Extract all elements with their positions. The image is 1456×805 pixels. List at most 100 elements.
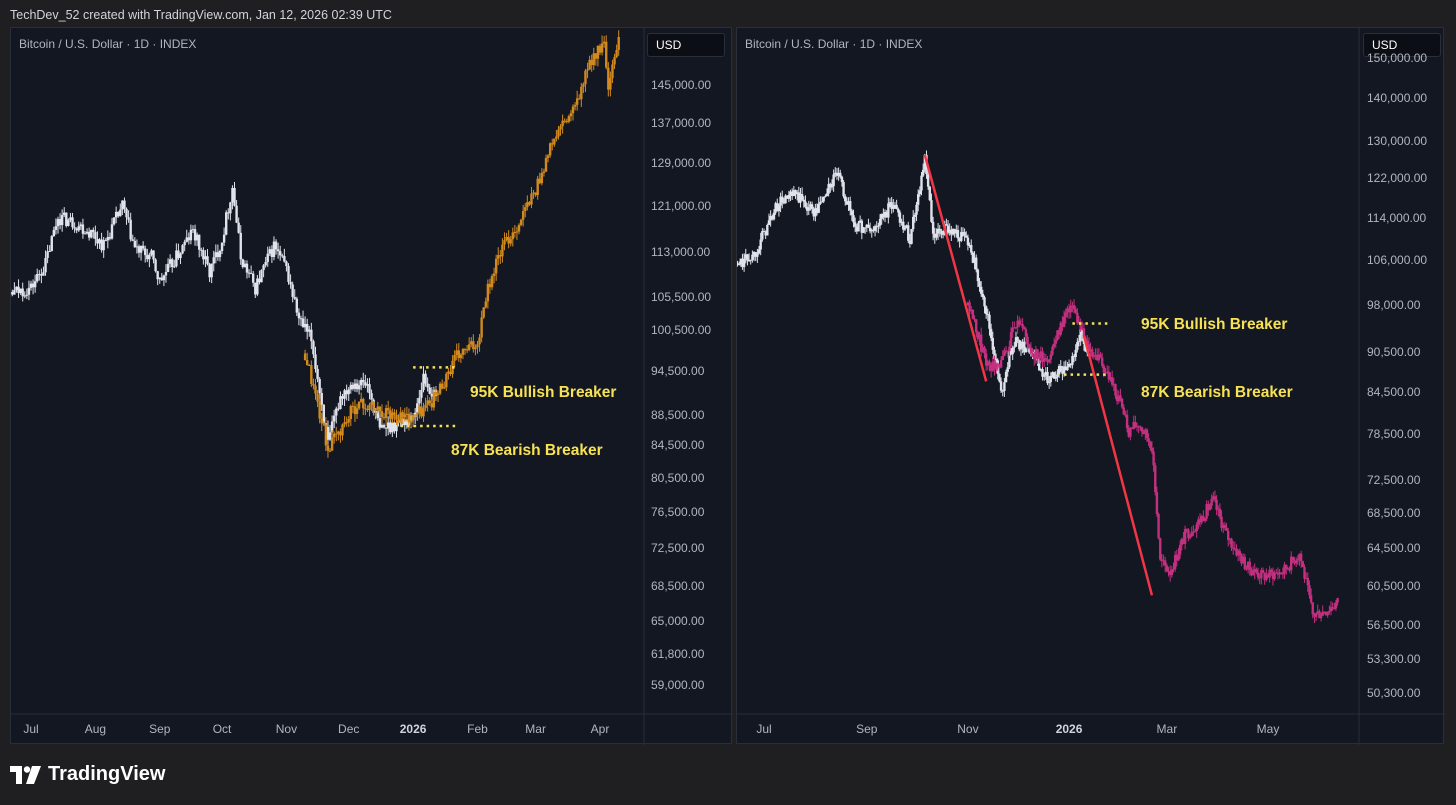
candle-body xyxy=(1309,595,1313,603)
candle-body xyxy=(291,284,294,297)
candle-body xyxy=(1021,324,1024,328)
candle-body xyxy=(950,229,953,235)
candle-body xyxy=(1236,550,1240,556)
candle-body xyxy=(737,264,741,266)
price-tick-label: 65,000.00 xyxy=(651,613,705,628)
candle-body xyxy=(742,258,746,268)
time-tick-label: Mar xyxy=(525,722,546,736)
price-tick-label: 129,000.00 xyxy=(651,156,712,171)
candle-body xyxy=(322,404,326,424)
candle-body xyxy=(401,412,404,418)
candle-body xyxy=(1001,390,1004,392)
candle-body xyxy=(1014,337,1018,347)
bearish-breaker-label: 87K Bearish Breaker xyxy=(451,442,603,459)
candle-body xyxy=(956,229,960,239)
candle-body xyxy=(1168,571,1172,575)
candle-body xyxy=(923,154,927,170)
candle-body xyxy=(756,253,759,257)
price-tick-label: 98,000.00 xyxy=(1367,298,1421,313)
candle-body xyxy=(181,245,184,254)
candle-body xyxy=(842,182,845,197)
candle-body xyxy=(946,225,950,233)
candle-body xyxy=(428,400,431,404)
chart-panel-right[interactable]: Bitcoin / U.S. Dollar · 1D · INDEX USD 1… xyxy=(736,27,1445,745)
candle-body xyxy=(403,419,406,426)
candle-body xyxy=(996,363,999,365)
candle-body xyxy=(1160,559,1164,561)
candle-body xyxy=(1051,372,1054,376)
candle-body xyxy=(1028,350,1031,353)
candle-body xyxy=(1172,569,1175,571)
candle-body xyxy=(71,217,74,228)
candle-body xyxy=(274,241,278,250)
candle-body xyxy=(1057,330,1061,335)
candle-body xyxy=(380,411,384,418)
tradingview-logo[interactable]: TradingView xyxy=(10,763,165,786)
candle-body xyxy=(430,393,433,397)
candle-body xyxy=(1042,375,1046,377)
candle-body xyxy=(573,104,577,107)
candle-body xyxy=(1047,359,1051,363)
currency-selector[interactable]: USD xyxy=(647,33,725,57)
candle-body xyxy=(320,418,323,424)
candle-body xyxy=(1094,354,1097,357)
candle-body xyxy=(961,232,965,234)
candle-body xyxy=(1298,553,1301,560)
candle-body xyxy=(507,236,510,244)
candle-body xyxy=(422,408,425,417)
candle-body xyxy=(202,250,205,260)
candle-body xyxy=(339,431,342,436)
candle-body xyxy=(786,195,789,199)
candle-body xyxy=(752,252,756,255)
candle-body xyxy=(845,201,849,205)
candle-body xyxy=(405,419,409,426)
candle-body xyxy=(1091,349,1094,357)
candle-body xyxy=(551,143,554,145)
candle-body xyxy=(185,237,188,242)
candle-body xyxy=(546,155,550,158)
candle-body xyxy=(855,226,859,232)
candle-body xyxy=(1303,566,1306,579)
candle-body xyxy=(1033,355,1036,360)
candle-body xyxy=(1288,568,1291,571)
candle-body xyxy=(1049,375,1053,382)
time-tick-label: Oct xyxy=(212,722,232,736)
candle-body xyxy=(928,186,931,201)
candle-body xyxy=(364,408,367,410)
candle-body xyxy=(1170,569,1174,575)
chart-panel-left[interactable]: Bitcoin / U.S. Dollar · 1D · INDEX USD 1… xyxy=(10,27,733,745)
candle-body xyxy=(1074,309,1077,313)
candle-body xyxy=(1069,363,1072,366)
candle-body xyxy=(1122,407,1125,415)
candle-body xyxy=(191,229,195,231)
candle-body xyxy=(1190,531,1193,537)
candle-body xyxy=(999,360,1003,368)
candle-body xyxy=(900,221,903,223)
chart-svg-right xyxy=(737,28,1445,745)
price-tick-label: 140,000.00 xyxy=(1367,91,1428,106)
candle-body xyxy=(299,318,303,320)
candle-body xyxy=(397,419,400,421)
candle-body xyxy=(781,196,784,202)
candle-body xyxy=(993,361,996,370)
candle-body xyxy=(596,45,600,59)
currency-selector[interactable]: USD xyxy=(1363,33,1441,57)
candle-body xyxy=(318,378,321,393)
price-tick-label: 94,500.00 xyxy=(651,363,705,378)
candle-body xyxy=(1079,328,1082,342)
candle-body xyxy=(594,53,598,59)
candle-body xyxy=(1334,602,1338,609)
candle-body xyxy=(1034,349,1038,360)
candle-body xyxy=(598,45,602,53)
price-tick-label: 61,800.00 xyxy=(651,647,705,662)
candle-body xyxy=(150,250,153,255)
candle-body xyxy=(1144,429,1147,435)
candle-body xyxy=(461,349,465,355)
candle-body xyxy=(1039,351,1043,357)
candle-body xyxy=(272,241,276,257)
candle-body xyxy=(343,390,346,399)
candle-body xyxy=(297,312,301,319)
candle-body xyxy=(347,419,350,423)
candle-body xyxy=(1054,339,1057,344)
candle-body xyxy=(615,49,618,58)
